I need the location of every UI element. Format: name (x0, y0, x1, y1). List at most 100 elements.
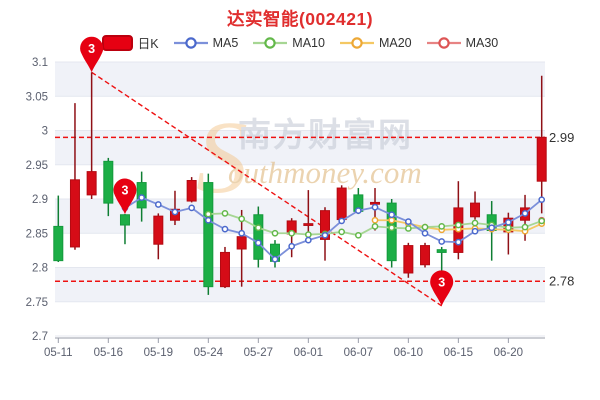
candle-body (253, 214, 264, 260)
ma10-point (371, 223, 379, 230)
candle-06-13[interactable] (420, 242, 431, 268)
candle-06-10[interactable] (403, 242, 414, 278)
ma5-point (455, 238, 462, 246)
candle-05-26[interactable] (236, 209, 247, 287)
ma10-point (505, 224, 512, 232)
x-axis-label: 05-27 (244, 347, 273, 359)
ma10-point (404, 225, 412, 232)
ma10-point (521, 223, 529, 231)
chart-title: 达实智能(002421) (226, 9, 374, 29)
legend-item-kline[interactable]: 日K (101, 33, 159, 52)
watermark-en-text: outhmoney.com (228, 155, 422, 190)
ma5-point (338, 217, 346, 225)
ma5-point (321, 231, 329, 239)
candle-05-17[interactable] (119, 214, 130, 245)
ma5-point (505, 218, 512, 226)
candle-body (153, 215, 164, 245)
ma5-point (238, 229, 246, 237)
ma5-point (254, 239, 262, 247)
ma5-point (388, 211, 396, 219)
ma5-point (221, 225, 229, 233)
candle-05-23[interactable] (186, 177, 197, 203)
ref-line-label-2.99: 2.99 (549, 130, 574, 145)
candle-body (236, 236, 247, 250)
legend-label: MA20 (378, 35, 412, 50)
ma5-point (521, 210, 529, 217)
ma5-point (421, 229, 429, 237)
plot-band (55, 96, 545, 131)
ma-line-swatch-icon (426, 36, 461, 49)
candle-body (219, 251, 230, 288)
x-axis-label: 05-11 (44, 347, 73, 359)
ma5-point (304, 236, 312, 244)
ma10-point (354, 231, 362, 239)
ma10-point (455, 221, 462, 229)
candle-05-16[interactable] (103, 157, 114, 217)
candle-body (420, 245, 431, 266)
legend-label: MA5 (212, 35, 239, 50)
ma-line-swatch-icon (339, 36, 374, 49)
kline-swatch-icon (101, 34, 133, 51)
ma5-point (404, 218, 412, 225)
watermark-cn-text: 南方财富网 (238, 116, 413, 153)
legend-item-ma20[interactable]: MA20 (339, 35, 412, 50)
legend: 日K MA5 MA10 MA20 MA30 (0, 33, 600, 52)
legend-label: 日K (137, 37, 159, 51)
y-axis-label: 3.05 (26, 91, 48, 103)
ma10-point (438, 223, 446, 230)
candle-05-24[interactable] (203, 173, 214, 295)
candle-05-25[interactable] (219, 246, 230, 289)
candle-body (103, 160, 114, 204)
candle-05-27[interactable] (253, 206, 264, 268)
y-axis-label: 2.85 (26, 228, 48, 240)
candle-05-11[interactable] (53, 195, 64, 263)
y-axis-label: 2.9 (32, 194, 48, 206)
candle-06-06[interactable] (336, 185, 347, 221)
candle-body (470, 202, 481, 218)
ma10-point (204, 210, 212, 218)
candle-06-22[interactable] (536, 75, 547, 214)
marker-pin: 3 (113, 178, 137, 215)
ma5-point (138, 194, 145, 201)
candle-05-13[interactable] (86, 72, 97, 199)
y-axis-label: 3.1 (32, 57, 48, 69)
candle-05-19[interactable] (153, 213, 164, 260)
x-axis-label: 06-15 (444, 347, 473, 359)
candle-06-09[interactable] (386, 199, 397, 268)
ma10-point (421, 223, 429, 231)
ma5-point (288, 242, 296, 250)
ma5-point (154, 201, 162, 208)
ma5-line (121, 194, 546, 263)
candle-body (303, 223, 314, 226)
candle-body (186, 180, 197, 202)
ma10-point (271, 229, 279, 237)
candle-body (536, 136, 547, 182)
plot-band (55, 233, 545, 268)
ma5-point (188, 204, 196, 212)
x-axis-label: 05-24 (194, 347, 224, 359)
candle-body (436, 249, 447, 253)
plot-band (55, 267, 545, 302)
ma10-point (388, 224, 396, 232)
x-axis-label: 06-01 (294, 347, 323, 359)
ma5-point (354, 207, 362, 214)
candle-body (53, 225, 64, 262)
ma10-point (538, 217, 546, 225)
candle-05-12[interactable] (69, 103, 80, 250)
pin-balloon-icon (80, 36, 104, 73)
legend-item-ma30[interactable]: MA30 (426, 36, 498, 50)
pin-label: 3 (121, 184, 128, 198)
plot-band (55, 130, 545, 165)
legend-item-ma5[interactable]: MA5 (173, 35, 239, 50)
ma10-point (238, 215, 246, 223)
candle-06-16[interactable] (470, 191, 481, 220)
marker-pin: 3 (80, 36, 104, 73)
legend-item-ma10[interactable]: MA10 (253, 36, 325, 50)
trend-line (91, 71, 443, 307)
ma10-point (221, 210, 229, 217)
ma5-point (438, 238, 446, 245)
marker-pin: 3 (430, 270, 454, 306)
